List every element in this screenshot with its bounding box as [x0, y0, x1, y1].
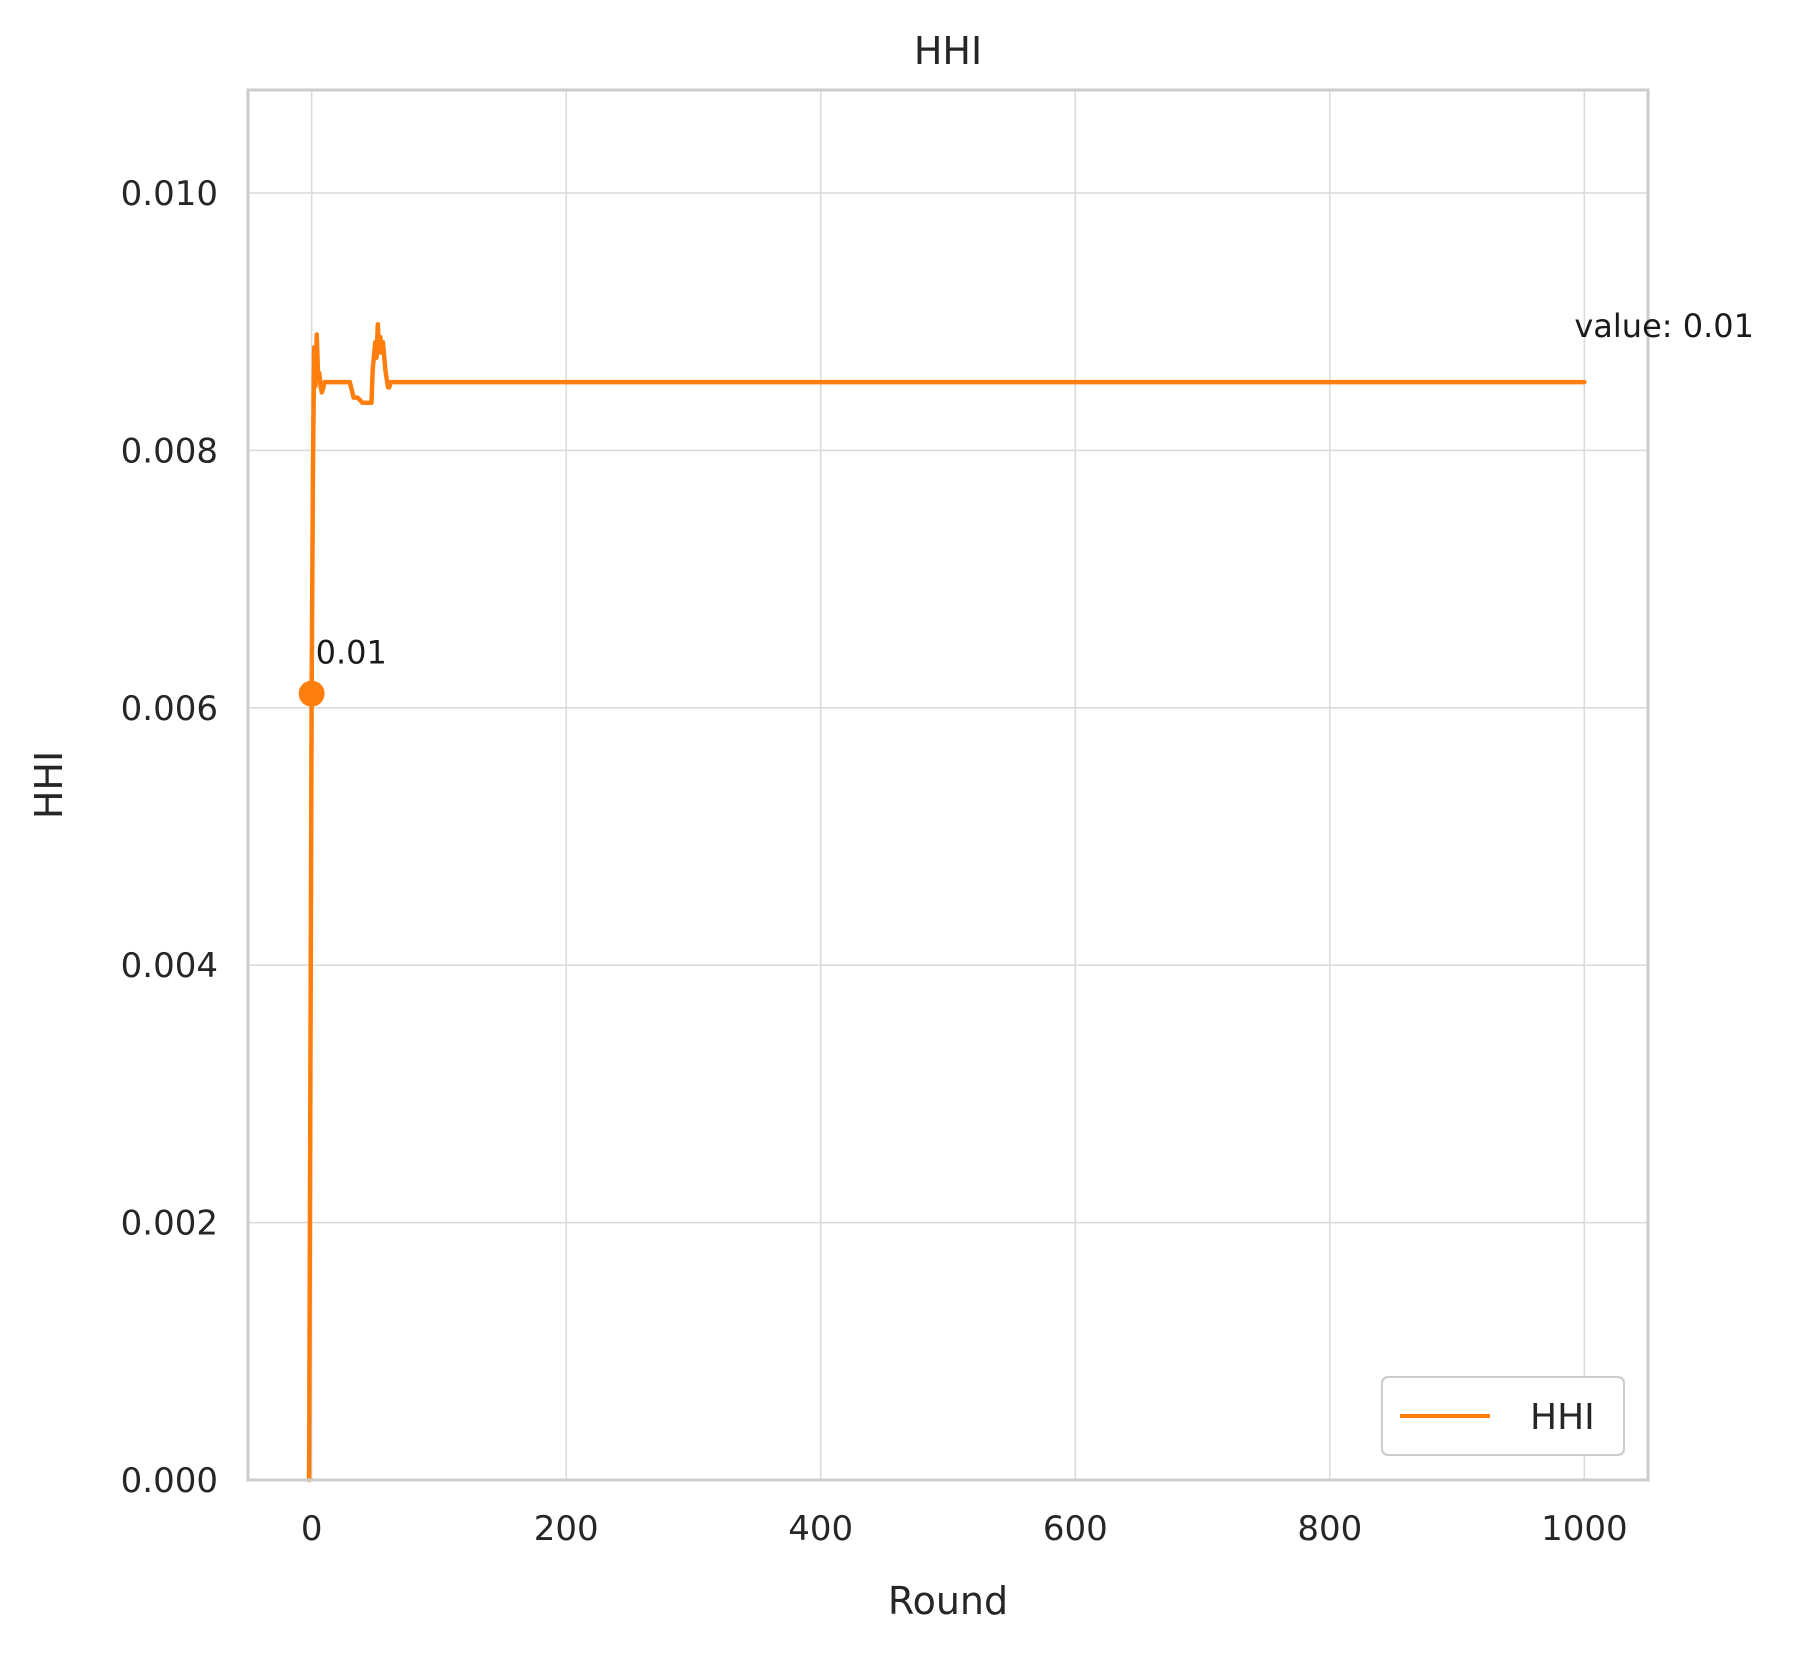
- end-value-annotation: value: 0.01: [1574, 307, 1754, 345]
- legend-box: [1381, 1376, 1625, 1456]
- series-line-hhi: [306, 321, 1587, 1483]
- y-axis-title: HHI: [27, 751, 71, 819]
- y-tick-label: 0.008: [121, 431, 218, 471]
- y-tick-label: 0.000: [121, 1461, 218, 1501]
- y-axis-ticks: 0.000 0.002 0.004 0.006 0.008 0.010: [121, 174, 218, 1501]
- plot-frame: [246, 88, 1650, 1482]
- x-axis-ticks: 0 200 400 600 800 1000: [301, 1509, 1628, 1549]
- legend-label-hhi: HHI: [1530, 1397, 1595, 1438]
- x-tick-label: 200: [534, 1509, 599, 1549]
- x-tick-label: 800: [1297, 1509, 1362, 1549]
- legend: HHI: [1381, 1376, 1625, 1456]
- x-tick-label: 400: [788, 1509, 853, 1549]
- x-tick-label: 1000: [1541, 1509, 1628, 1549]
- x-tick-label: 600: [1043, 1509, 1108, 1549]
- y-tick-label: 0.010: [121, 174, 218, 214]
- start-marker-label: 0.01: [316, 634, 387, 672]
- annotations: 0.01 value: 0.01: [298, 307, 1754, 707]
- series-layer: [306, 321, 1587, 1483]
- chart-title: HHI: [914, 29, 982, 73]
- x-tick-label: 0: [301, 1509, 323, 1549]
- y-tick-label: 0.006: [121, 689, 218, 729]
- grid-lines: [248, 90, 1648, 1481]
- x-axis-title: Round: [888, 1579, 1008, 1623]
- y-tick-label: 0.004: [121, 946, 218, 986]
- y-tick-label: 0.002: [121, 1204, 218, 1244]
- start-marker-point: [298, 680, 325, 707]
